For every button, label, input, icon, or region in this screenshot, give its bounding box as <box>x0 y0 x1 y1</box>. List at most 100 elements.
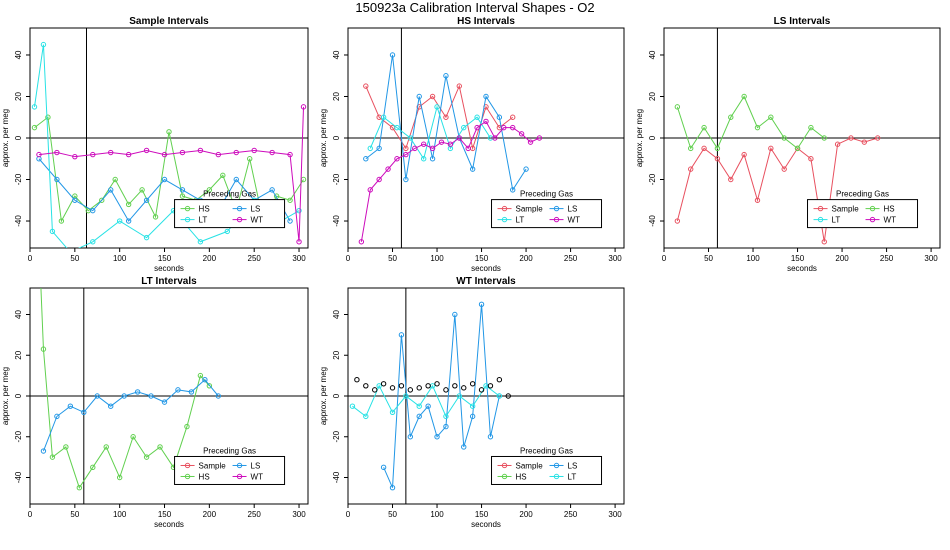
data-point <box>394 156 400 162</box>
x-tick-label: 150 <box>475 510 489 519</box>
y-tick-label: 20 <box>14 91 23 100</box>
y-tick-label: 20 <box>14 350 23 359</box>
data-point <box>443 423 449 430</box>
data-point <box>215 393 222 399</box>
legend-swatch-point <box>501 205 508 212</box>
data-point <box>478 387 485 393</box>
data-area <box>349 301 511 491</box>
data-point <box>510 124 516 131</box>
data-point <box>487 434 494 440</box>
data-point <box>416 403 422 409</box>
data-point <box>197 239 204 245</box>
series-wt <box>36 104 307 245</box>
series-line <box>676 95 825 150</box>
series-ls <box>36 156 293 224</box>
series-lt <box>367 104 494 162</box>
data-point <box>143 197 150 203</box>
y-tick-label: -20 <box>14 173 23 185</box>
legend-swatch-point <box>501 462 508 469</box>
data-point <box>416 385 422 391</box>
data-point <box>296 239 302 245</box>
data-point <box>478 301 485 308</box>
y-tick-label: 0 <box>648 135 657 140</box>
data-point <box>116 218 123 224</box>
x-tick-label: 200 <box>203 510 217 519</box>
data-point <box>380 381 387 387</box>
data-point <box>152 214 159 220</box>
x-tick-label: 100 <box>113 510 127 519</box>
data-point <box>125 151 132 158</box>
legend-swatch-point <box>184 473 191 480</box>
data-point <box>54 149 60 156</box>
data-point <box>161 176 168 183</box>
legend-box <box>174 199 286 229</box>
data-point <box>469 403 476 409</box>
x-tick-label: 150 <box>158 510 172 519</box>
data-point <box>143 234 150 241</box>
data-point <box>474 114 480 120</box>
data-point <box>425 383 431 389</box>
data-point <box>523 166 529 172</box>
y-tick-label: 40 <box>332 309 341 318</box>
data-point <box>674 218 681 224</box>
legend-swatch-point <box>236 216 243 223</box>
x-tick-label: 200 <box>519 254 533 263</box>
legend-item-wt: WT <box>251 216 264 225</box>
data-point <box>452 311 458 318</box>
x-tick-label: 0 <box>346 510 351 519</box>
data-point <box>714 145 721 152</box>
x-axis-label: seconds <box>471 520 501 529</box>
data-point <box>416 413 422 420</box>
legend-item-lt: LT <box>832 216 841 225</box>
data-point <box>166 129 172 135</box>
data-point <box>376 383 382 389</box>
data-point <box>808 156 814 162</box>
data-point <box>728 114 734 120</box>
data-point <box>269 149 275 156</box>
series-wt <box>358 118 543 245</box>
data-point <box>389 409 396 416</box>
panel-title: HS Intervals <box>457 16 515 27</box>
data-point <box>403 176 409 183</box>
data-point <box>287 151 293 158</box>
x-tick-label: 150 <box>475 254 489 263</box>
legend-item-ls: LS <box>568 205 578 214</box>
data-point <box>447 141 454 147</box>
data-point <box>90 207 96 214</box>
data-point <box>125 218 132 224</box>
x-tick-label: 100 <box>430 254 444 263</box>
data-point <box>420 156 427 162</box>
legend-swatch-point <box>553 473 560 480</box>
data-point <box>139 187 145 193</box>
y-tick-label: 0 <box>332 135 341 140</box>
data-point <box>125 201 132 208</box>
data-point <box>492 135 498 141</box>
data-point <box>175 387 181 393</box>
data-point <box>407 135 414 141</box>
x-tick-label: 0 <box>28 510 33 519</box>
data-point <box>781 166 787 172</box>
x-tick-label: 100 <box>113 254 127 263</box>
y-tick-label: 40 <box>648 50 657 59</box>
data-point <box>420 141 427 147</box>
data-point <box>794 145 801 152</box>
legend-swatch-point <box>501 473 508 480</box>
data-point <box>179 149 186 156</box>
y-tick-label: 0 <box>332 393 341 398</box>
data-area <box>674 93 881 245</box>
x-axis-label: seconds <box>471 264 501 273</box>
data-point <box>469 381 476 387</box>
data-point <box>389 484 396 491</box>
data-point <box>741 93 747 100</box>
series-ls <box>40 376 222 454</box>
data-point <box>54 176 60 183</box>
series-line <box>42 378 219 452</box>
legend-swatch-point <box>553 462 560 469</box>
series-line <box>360 120 540 242</box>
legend-swatch-point <box>184 216 191 223</box>
data-point <box>518 131 525 137</box>
data-point <box>403 145 409 152</box>
legend: Preceding Gas Sample LS LT WT <box>491 190 603 229</box>
